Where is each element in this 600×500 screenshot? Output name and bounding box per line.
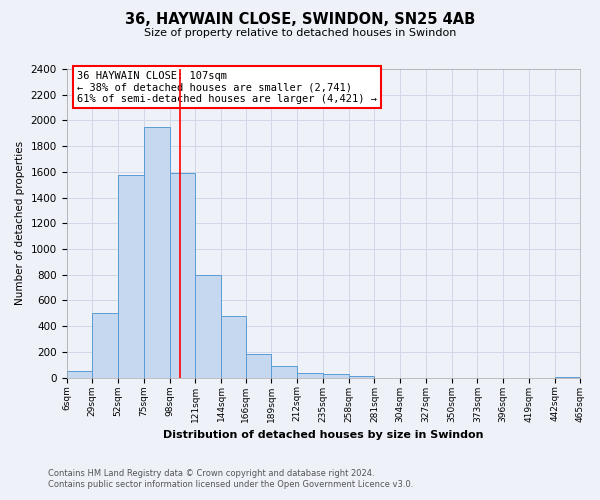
Bar — [170, 173, 196, 378]
Text: 36 HAYWAIN CLOSE: 107sqm
← 38% of detached houses are smaller (2,741)
61% of sem: 36 HAYWAIN CLOSE: 107sqm ← 38% of detach… — [77, 70, 377, 104]
Bar — [349, 376, 374, 378]
Bar — [297, 373, 323, 378]
Bar — [271, 366, 297, 378]
Bar — [144, 127, 170, 378]
Y-axis label: Number of detached properties: Number of detached properties — [15, 142, 25, 306]
Bar — [118, 175, 144, 378]
Text: 36, HAYWAIN CLOSE, SWINDON, SN25 4AB: 36, HAYWAIN CLOSE, SWINDON, SN25 4AB — [125, 12, 475, 28]
Text: Contains public sector information licensed under the Open Government Licence v3: Contains public sector information licen… — [48, 480, 413, 489]
Bar — [221, 316, 245, 378]
Bar — [555, 377, 580, 378]
Text: Contains HM Land Registry data © Crown copyright and database right 2024.: Contains HM Land Registry data © Crown c… — [48, 468, 374, 477]
Text: Size of property relative to detached houses in Swindon: Size of property relative to detached ho… — [144, 28, 456, 38]
Bar — [196, 275, 221, 378]
Bar — [92, 314, 118, 378]
Bar — [323, 374, 349, 378]
Bar — [67, 371, 92, 378]
X-axis label: Distribution of detached houses by size in Swindon: Distribution of detached houses by size … — [163, 430, 484, 440]
Bar — [245, 354, 271, 378]
